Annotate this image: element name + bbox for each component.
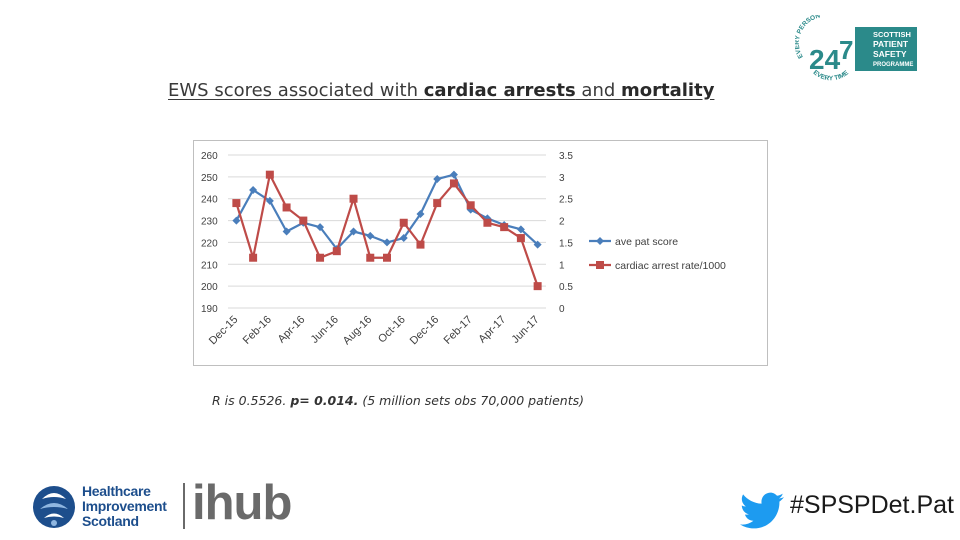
spsp-name-box xyxy=(855,27,917,71)
chart-border xyxy=(193,140,768,366)
y-left-tick-label: 250 xyxy=(201,173,218,184)
spsp-line-2: PATIENT xyxy=(873,39,909,49)
legend-label: cardiac arrest rate/1000 xyxy=(615,260,726,272)
y-right-tick-label: 1.5 xyxy=(559,238,573,249)
spsp-logo: EVERY PERSON EVERY TIME 24 7 SCOTTISH PA… xyxy=(795,15,917,82)
y-right-tick-label: 0 xyxy=(559,304,565,315)
data-point xyxy=(533,282,542,291)
hc-ihub-logo: Healthcare Improvement Scotland ihub xyxy=(30,476,320,533)
title-part-1: EWS scores associated with xyxy=(168,80,424,101)
data-point xyxy=(316,253,325,262)
spsp-7-mark: 7 xyxy=(839,35,853,65)
data-point xyxy=(366,253,375,262)
data-point xyxy=(399,218,408,227)
y-right-tick-label: 0.5 xyxy=(559,282,573,293)
spsp-24-mark: 24 xyxy=(809,44,841,75)
data-point xyxy=(366,231,375,240)
legend-label: ave pat score xyxy=(615,236,678,248)
y-right-tick-label: 2 xyxy=(559,217,565,228)
data-point xyxy=(399,234,408,243)
data-point xyxy=(449,170,458,179)
hashtag-label: #SPSPDet.Pat xyxy=(790,491,954,519)
caption-sample-note: (5 million sets obs 70,000 patients) xyxy=(358,393,585,408)
title-part-2: and xyxy=(575,80,621,101)
data-point xyxy=(483,218,492,227)
spsp-line-3: SAFETY xyxy=(873,49,907,59)
data-point xyxy=(516,234,525,243)
legend-swatch-marker xyxy=(596,237,604,245)
data-point xyxy=(316,223,325,232)
logo-divider xyxy=(183,483,185,529)
y-right-tick-label: 2.5 xyxy=(559,195,573,206)
ihub-wordmark: ihub xyxy=(192,476,292,530)
title-bold-cardiac-arrests: cardiac arrests xyxy=(423,80,576,101)
data-point xyxy=(265,196,274,205)
data-point xyxy=(449,179,458,188)
hc-emblem-icon xyxy=(33,486,75,528)
data-point xyxy=(533,240,542,249)
y-left-tick-label: 230 xyxy=(201,217,218,228)
caption-r-value: R is 0.5526. xyxy=(212,393,291,408)
hc-wordmark: Healthcare Improvement Scotland xyxy=(82,484,167,529)
y-left-tick-label: 220 xyxy=(201,238,218,249)
legend-swatch-marker xyxy=(596,261,604,269)
data-point xyxy=(349,227,358,236)
data-point xyxy=(466,201,475,210)
data-point xyxy=(416,210,425,219)
data-point xyxy=(433,199,442,208)
y-left-tick-label: 260 xyxy=(201,151,218,162)
data-point xyxy=(516,225,525,234)
data-point xyxy=(416,240,425,249)
data-point xyxy=(249,185,258,194)
y-right-tick-label: 1 xyxy=(559,260,565,271)
data-point xyxy=(383,253,391,262)
data-point xyxy=(265,170,274,179)
data-point xyxy=(349,194,358,203)
data-point xyxy=(249,253,258,262)
y-left-tick-label: 190 xyxy=(201,304,218,315)
data-point xyxy=(383,238,391,247)
data-point xyxy=(299,216,308,225)
spsp-line-1: SCOTTISH xyxy=(873,30,911,39)
data-point xyxy=(500,223,509,232)
slide-title: EWS scores associated with cardiac arres… xyxy=(168,80,714,101)
hc-line-healthcare: Healthcare xyxy=(82,483,151,499)
data-point xyxy=(433,175,442,184)
ews-line-chart: 260 3.5 250 3 240 2.5 230 2 220 1.5 210 1 200 0.5 190 0… xyxy=(193,140,768,366)
data-point xyxy=(282,203,291,212)
correlation-caption: R is 0.5526. p= 0.014. (5 million sets o… xyxy=(212,393,584,408)
y-left-tick-label: 200 xyxy=(201,282,218,293)
data-point xyxy=(282,227,291,236)
y-right-tick-label: 3 xyxy=(559,173,565,184)
data-point xyxy=(232,199,241,208)
data-point xyxy=(332,247,341,256)
y-left-tick-label: 210 xyxy=(201,260,218,271)
twitter-bird-icon xyxy=(740,492,784,529)
spsp-line-4: PROGRAMME xyxy=(873,62,913,68)
hc-line-improvement: Improvement xyxy=(82,498,167,514)
caption-p-value: p= 0.014. xyxy=(290,393,359,408)
title-bold-mortality: mortality xyxy=(621,80,715,101)
chart-svg: 260 3.5 250 3 240 2.5 230 2 220 1.5 210 1 200 0.5 190 0… xyxy=(193,140,768,366)
data-point xyxy=(466,205,475,214)
data-point xyxy=(232,216,241,225)
y-right-tick-label: 3.5 xyxy=(559,151,573,162)
y-left-tick-label: 240 xyxy=(201,195,218,206)
hc-line-scotland: Scotland xyxy=(82,513,139,529)
